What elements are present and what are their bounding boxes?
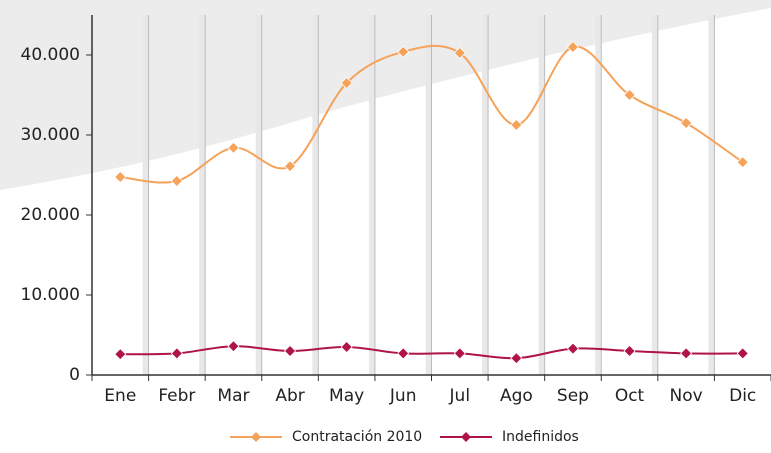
point xyxy=(453,46,466,60)
legend-marker xyxy=(461,432,471,442)
band-shade xyxy=(142,15,149,375)
legend-label: Contratación 2010 xyxy=(292,429,422,445)
y-tick-label: 0 xyxy=(69,365,80,385)
point xyxy=(680,347,693,360)
x-tick-label: Dic xyxy=(729,386,756,406)
point xyxy=(623,88,636,102)
x-tick-label: Mar xyxy=(217,386,249,406)
point xyxy=(736,347,749,360)
point xyxy=(623,344,636,358)
point xyxy=(340,340,353,354)
x-tick-label: Abr xyxy=(275,386,304,406)
point xyxy=(566,40,580,54)
legend-marker xyxy=(251,432,261,442)
point xyxy=(397,45,410,58)
point xyxy=(510,118,523,132)
point xyxy=(114,170,127,184)
band-shade xyxy=(312,15,319,375)
legend-label: Indefinidos xyxy=(502,429,579,445)
point xyxy=(340,76,353,90)
y-tick-label: 10.000 xyxy=(21,285,80,305)
point xyxy=(114,348,127,361)
band-shade xyxy=(199,15,206,375)
point xyxy=(283,344,297,358)
y-tick-label: 40.000 xyxy=(21,45,80,65)
x-tick-label: May xyxy=(329,386,364,406)
band-shade xyxy=(595,15,602,375)
x-tick-label: Febr xyxy=(158,386,195,406)
point xyxy=(283,160,297,173)
x-tick-label: Jun xyxy=(389,386,417,406)
band-shade xyxy=(368,15,375,375)
point xyxy=(453,347,466,360)
point xyxy=(566,342,580,355)
point xyxy=(170,347,183,360)
band-shade xyxy=(708,15,715,375)
point xyxy=(736,156,749,169)
band-shade xyxy=(425,15,432,375)
band-shade xyxy=(482,15,489,375)
point xyxy=(680,116,693,130)
category-bands xyxy=(142,15,715,375)
x-tick-label: Sep xyxy=(557,386,589,406)
point xyxy=(227,141,240,154)
y-tick-label: 30.000 xyxy=(21,125,80,145)
x-tick-label: Nov xyxy=(670,386,703,406)
band-shade xyxy=(255,15,262,375)
point xyxy=(227,340,240,353)
band-shade xyxy=(651,15,658,375)
x-tick-label: Jul xyxy=(449,386,471,406)
point xyxy=(397,347,410,360)
x-tick-label: Oct xyxy=(615,386,645,406)
x-tick-label: Ene xyxy=(104,386,136,406)
point xyxy=(510,352,523,365)
x-tick-label: Ago xyxy=(500,386,533,406)
band-shade xyxy=(538,15,545,375)
point xyxy=(170,174,183,188)
y-tick-label: 20.000 xyxy=(21,205,80,225)
